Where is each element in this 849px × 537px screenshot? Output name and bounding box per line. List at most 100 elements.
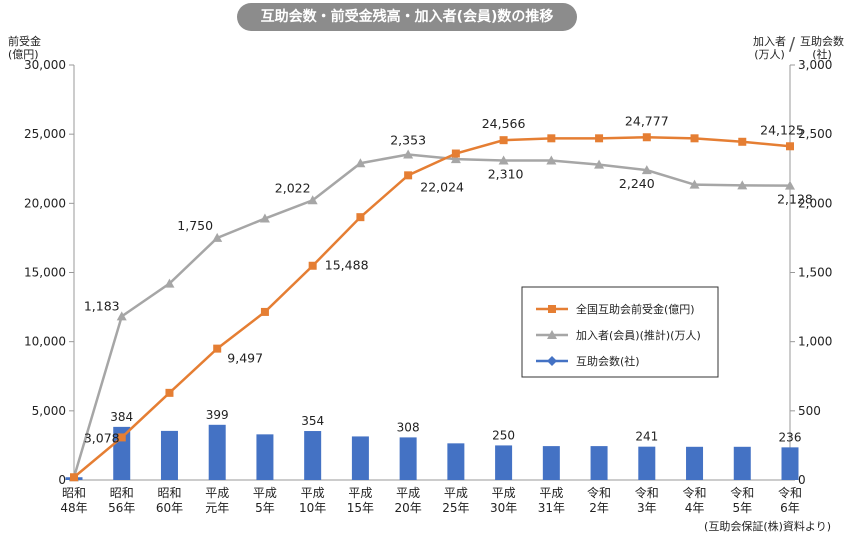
x-tick-label-year: 30年 <box>490 501 517 515</box>
advance-point <box>690 134 699 143</box>
members-label: 1,183 <box>84 298 120 313</box>
x-tick-label-year: 4年 <box>685 501 705 515</box>
advance-point <box>70 473 78 482</box>
bar-companies <box>256 434 274 480</box>
x-tick-label-year: 56年 <box>108 501 135 515</box>
left-tick-label: 30,000 <box>24 58 66 72</box>
bar-companies <box>638 446 656 480</box>
advance-point <box>786 142 794 151</box>
bar-companies-label: 241 <box>635 430 658 444</box>
x-tick-label-era: 平成 <box>492 486 516 500</box>
advance-point <box>260 307 269 316</box>
right-tick-label: 2,500 <box>798 127 832 141</box>
bar-companies-label: 384 <box>110 410 133 424</box>
members-point <box>307 195 318 205</box>
right-tick-label: 3,000 <box>798 58 832 72</box>
x-tick-label-year: 5年 <box>255 501 275 515</box>
bar-companies <box>399 437 417 480</box>
bar-companies-label: 236 <box>779 430 802 444</box>
x-tick-label-year: 31年 <box>538 501 565 515</box>
bar-companies <box>590 446 608 480</box>
left-tick-label: 20,000 <box>24 196 66 210</box>
x-tick-label-year: 6年 <box>780 501 800 515</box>
members-point <box>355 158 366 168</box>
bar-companies-label: 308 <box>397 420 420 434</box>
source-note: (互助会保証(株)資料より) <box>704 520 831 533</box>
x-tick-label-year: 15年 <box>347 501 374 515</box>
bar-companies <box>208 424 226 480</box>
members-label: 2,128 <box>777 192 813 207</box>
left-axis-title-line1: 前受金 <box>8 35 41 48</box>
x-tick-label-era: 平成 <box>396 486 420 500</box>
bar-companies-label: 354 <box>301 414 324 428</box>
members-point <box>498 155 509 165</box>
bar-companies <box>447 443 465 480</box>
x-tick-label-era: 令和 <box>587 485 611 500</box>
x-tick-label-era: 平成 <box>205 486 229 500</box>
advance-label: 15,488 <box>325 258 369 273</box>
members-label: 2,240 <box>619 176 655 191</box>
members-line <box>72 153 791 478</box>
advance-point <box>547 134 556 143</box>
right-tick-label: 1,500 <box>798 266 832 280</box>
advance-label: 24,566 <box>482 116 526 131</box>
members-point <box>594 159 605 169</box>
bar-companies <box>781 447 799 480</box>
advance-point <box>213 344 222 353</box>
members-point <box>450 154 461 164</box>
members-label: 2,022 <box>275 180 311 195</box>
left-axis-title-line2: (億円) <box>8 48 39 61</box>
advance-point <box>165 388 174 397</box>
members-point <box>164 278 175 288</box>
x-tick-label-year: 10年 <box>299 501 326 515</box>
right-tick-label: 2,000 <box>798 196 832 210</box>
advance-point <box>738 137 747 146</box>
advance-line <box>73 136 791 479</box>
right-axis-title-companies-line2: (社) <box>812 48 832 61</box>
x-tick-label-era: 昭和 <box>110 486 134 500</box>
left-tick-label: 10,000 <box>24 335 66 349</box>
members-point <box>116 311 127 321</box>
legend-label: 互助会数(社) <box>576 354 640 368</box>
right-axis-title-members-line2: (万人) <box>754 48 785 61</box>
members-point <box>785 180 795 190</box>
x-tick-label-era: 昭和 <box>157 486 181 500</box>
x-tick-label-year: 60年 <box>156 501 183 515</box>
advance-point <box>642 133 651 142</box>
x-tick-label-year: 48年 <box>60 501 87 515</box>
right-axis-title-companies: 互助会数 (社) <box>800 35 844 61</box>
advance-label: 22,024 <box>420 179 464 194</box>
x-tick-label-era: 令和 <box>778 485 802 500</box>
bar-companies-label: 399 <box>206 408 229 422</box>
x-tick-label-era: 平成 <box>348 486 372 500</box>
members-label: 1,750 <box>177 218 213 233</box>
advance-point <box>595 134 604 143</box>
bar-companies <box>160 430 178 480</box>
advance-label: 24,777 <box>625 113 669 128</box>
advance-point <box>404 171 413 180</box>
chart-title: 互助会数・前受金残高・加入者(会員)数の推移 <box>237 3 577 31</box>
advance-label: 9,497 <box>227 351 263 366</box>
x-tick-label-era: 平成 <box>301 486 325 500</box>
x-tick-label-year: 3年 <box>637 501 657 515</box>
members-label: 2,353 <box>390 133 426 148</box>
members-point <box>259 213 270 223</box>
members-point <box>212 232 223 242</box>
members-point <box>641 165 652 175</box>
x-tick-label-era: 令和 <box>683 485 707 500</box>
x-tick-label-era: 平成 <box>444 486 468 500</box>
bar-companies <box>495 445 513 480</box>
advance-point <box>356 213 365 222</box>
bar-companies <box>351 436 369 480</box>
right-axis-title-members-line1: 加入者 <box>753 35 786 48</box>
bar-companies <box>733 446 751 480</box>
legend-marker-diamond <box>547 356 557 366</box>
x-tick-label-year: 20年 <box>394 501 421 515</box>
legend-marker-square <box>548 305 556 313</box>
left-tick-label: 15,000 <box>24 266 66 280</box>
advance-label: 24,125 <box>760 122 804 137</box>
x-tick-label-era: 令和 <box>635 485 659 500</box>
legend-marker-triangle <box>547 330 557 339</box>
advance-point <box>117 433 126 442</box>
